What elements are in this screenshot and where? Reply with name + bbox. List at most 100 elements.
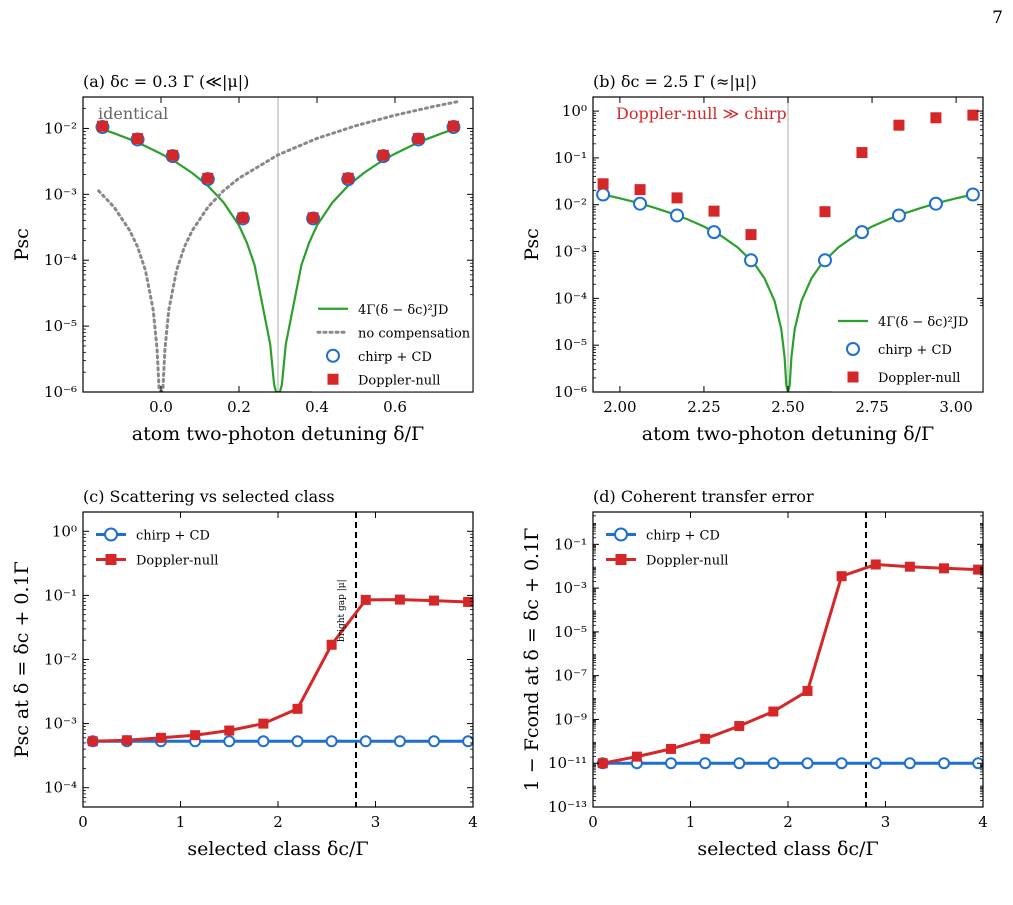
y-tick-label: 10⁻³ — [554, 243, 587, 261]
legend-label: chirp + CD — [878, 343, 952, 358]
doppler-null-point — [836, 571, 847, 582]
x-tick-label: 2 — [783, 813, 793, 831]
x-tick-label: 0.6 — [383, 398, 407, 416]
doppler-null-point — [167, 149, 179, 161]
panel-title: (a) δc = 0.3 Γ (≪|μ|) — [83, 72, 249, 91]
chirp-cd-point — [835, 757, 848, 770]
chirp-cd-point — [699, 757, 712, 770]
doppler-null-point — [448, 120, 459, 132]
legend-label: Doppler-null — [136, 554, 218, 569]
annotation: bright gap |μ| — [337, 579, 347, 642]
chirp-cd-point — [325, 735, 338, 748]
chirp-cd-point — [462, 735, 473, 748]
legend-marker — [104, 527, 118, 542]
doppler-null-point — [394, 594, 405, 605]
y-tick-label: 10⁻¹ — [554, 535, 587, 553]
x-tick-label: 3 — [881, 813, 891, 831]
doppler-null-point — [700, 733, 711, 744]
panel-title: (c) Scattering vs selected class — [83, 487, 335, 506]
x-tick-label: 2 — [273, 813, 283, 831]
chirp-cd-point — [223, 735, 236, 748]
doppler-null-point — [463, 596, 473, 607]
y-tick-label: 10⁻⁵ — [554, 336, 587, 354]
curve-analytic — [98, 126, 458, 392]
legend-marker — [326, 348, 340, 363]
doppler-null-point — [745, 229, 757, 241]
legend: chirp + CD Doppler-null — [89, 521, 251, 573]
doppler-null-point — [893, 119, 905, 131]
y-tick-label: 10⁻³ — [44, 715, 77, 733]
chirp-cd-point — [596, 187, 611, 202]
y-axis-label: 1 − Fcond at δ = δc + 0.1Γ — [521, 528, 543, 792]
doppler-null-point — [258, 718, 269, 729]
doppler-null-point — [202, 172, 214, 184]
x-tick-label: 0 — [588, 813, 598, 831]
doppler-null-point — [132, 133, 144, 145]
doppler-null-point — [973, 564, 983, 575]
doppler-null-point — [342, 172, 354, 184]
doppler-null-point — [634, 184, 646, 196]
doppler-null-point — [666, 743, 676, 754]
y-tick-label: 10⁻⁵ — [554, 623, 587, 641]
chirp-cd-point — [665, 757, 677, 770]
panel-c: (c) Scattering vs selected class 0 1 2 3 4 10⁻… — [11, 487, 478, 860]
legend-marker — [847, 371, 859, 383]
legend-marker — [327, 373, 339, 385]
x-tick-label: 1 — [686, 813, 696, 831]
y-tick-label: 10⁻⁴ — [554, 289, 587, 307]
plot-area — [95, 100, 461, 392]
x-axis-label: selected class δc/Γ — [697, 838, 878, 860]
series-line-doppler-null — [92, 598, 469, 743]
y-tick-label: 10⁻¹³ — [548, 798, 587, 816]
doppler-null-point — [802, 685, 813, 696]
legend-label: no compensation — [358, 326, 471, 341]
chirp-cd-point — [938, 757, 950, 770]
curve-no-compensation — [97, 100, 459, 392]
chirp-cd-point — [854, 225, 869, 240]
chirp-cd-point — [903, 757, 916, 770]
doppler-null-point — [97, 120, 108, 132]
doppler-null-point — [156, 732, 166, 743]
y-tick-label: 10⁻¹ — [44, 586, 77, 604]
legend: 4Γ(δ − δc)²JD no compensation chirp + CD Do… — [311, 296, 473, 392]
x-tick-label: 3.00 — [939, 398, 972, 416]
plot-area — [596, 559, 983, 770]
doppler-null-point — [429, 595, 439, 606]
doppler-null-point — [292, 703, 303, 714]
x-tick-label: 0 — [78, 813, 88, 831]
x-tick-label: 0.4 — [305, 398, 329, 416]
doppler-null-point — [904, 561, 915, 572]
x-axis-label: selected class δc/Γ — [187, 838, 368, 860]
x-tick-label: 0.0 — [149, 398, 173, 416]
series-line-doppler-null — [602, 562, 979, 765]
chirp-cd-point — [733, 757, 746, 770]
legend-marker — [614, 527, 628, 542]
doppler-null-point — [224, 725, 235, 736]
y-axis-label: Psc — [521, 228, 543, 261]
x-tick-label: 2.00 — [603, 398, 636, 416]
chirp-cd-point — [744, 253, 759, 268]
chirp-cd-point — [257, 735, 270, 748]
doppler-null-point — [190, 730, 201, 741]
chirp-cd-point — [965, 187, 980, 202]
plot-area — [596, 109, 980, 392]
doppler-null-point — [856, 147, 868, 159]
x-tick-label: 2.25 — [687, 398, 720, 416]
legend-label: chirp + CD — [646, 529, 720, 544]
legend-label: 4Γ(δ − δc)²JD — [878, 315, 968, 330]
chirp-cd-point — [633, 196, 648, 211]
legend-marker — [615, 554, 627, 565]
y-tick-label: 10⁻¹¹ — [548, 754, 587, 772]
chirp-cd-point — [817, 253, 832, 268]
doppler-null-point — [930, 112, 942, 124]
legend-label: chirp + CD — [358, 350, 432, 365]
annotation: Doppler-null ≫ chirp — [616, 104, 787, 123]
legend-marker — [105, 554, 117, 565]
y-tick-label: 10⁻⁵ — [44, 317, 77, 335]
panel-b: (b) δc = 2.5 Γ (≈|μ|) 2.00 2.25 2.50 2.75 3.0… — [521, 72, 984, 445]
y-tick-label: 10⁻² — [44, 651, 77, 669]
chirp-cd-point — [891, 208, 906, 223]
chirp-cd-point — [767, 757, 780, 770]
y-tick-label: 10⁻⁶ — [554, 383, 587, 401]
